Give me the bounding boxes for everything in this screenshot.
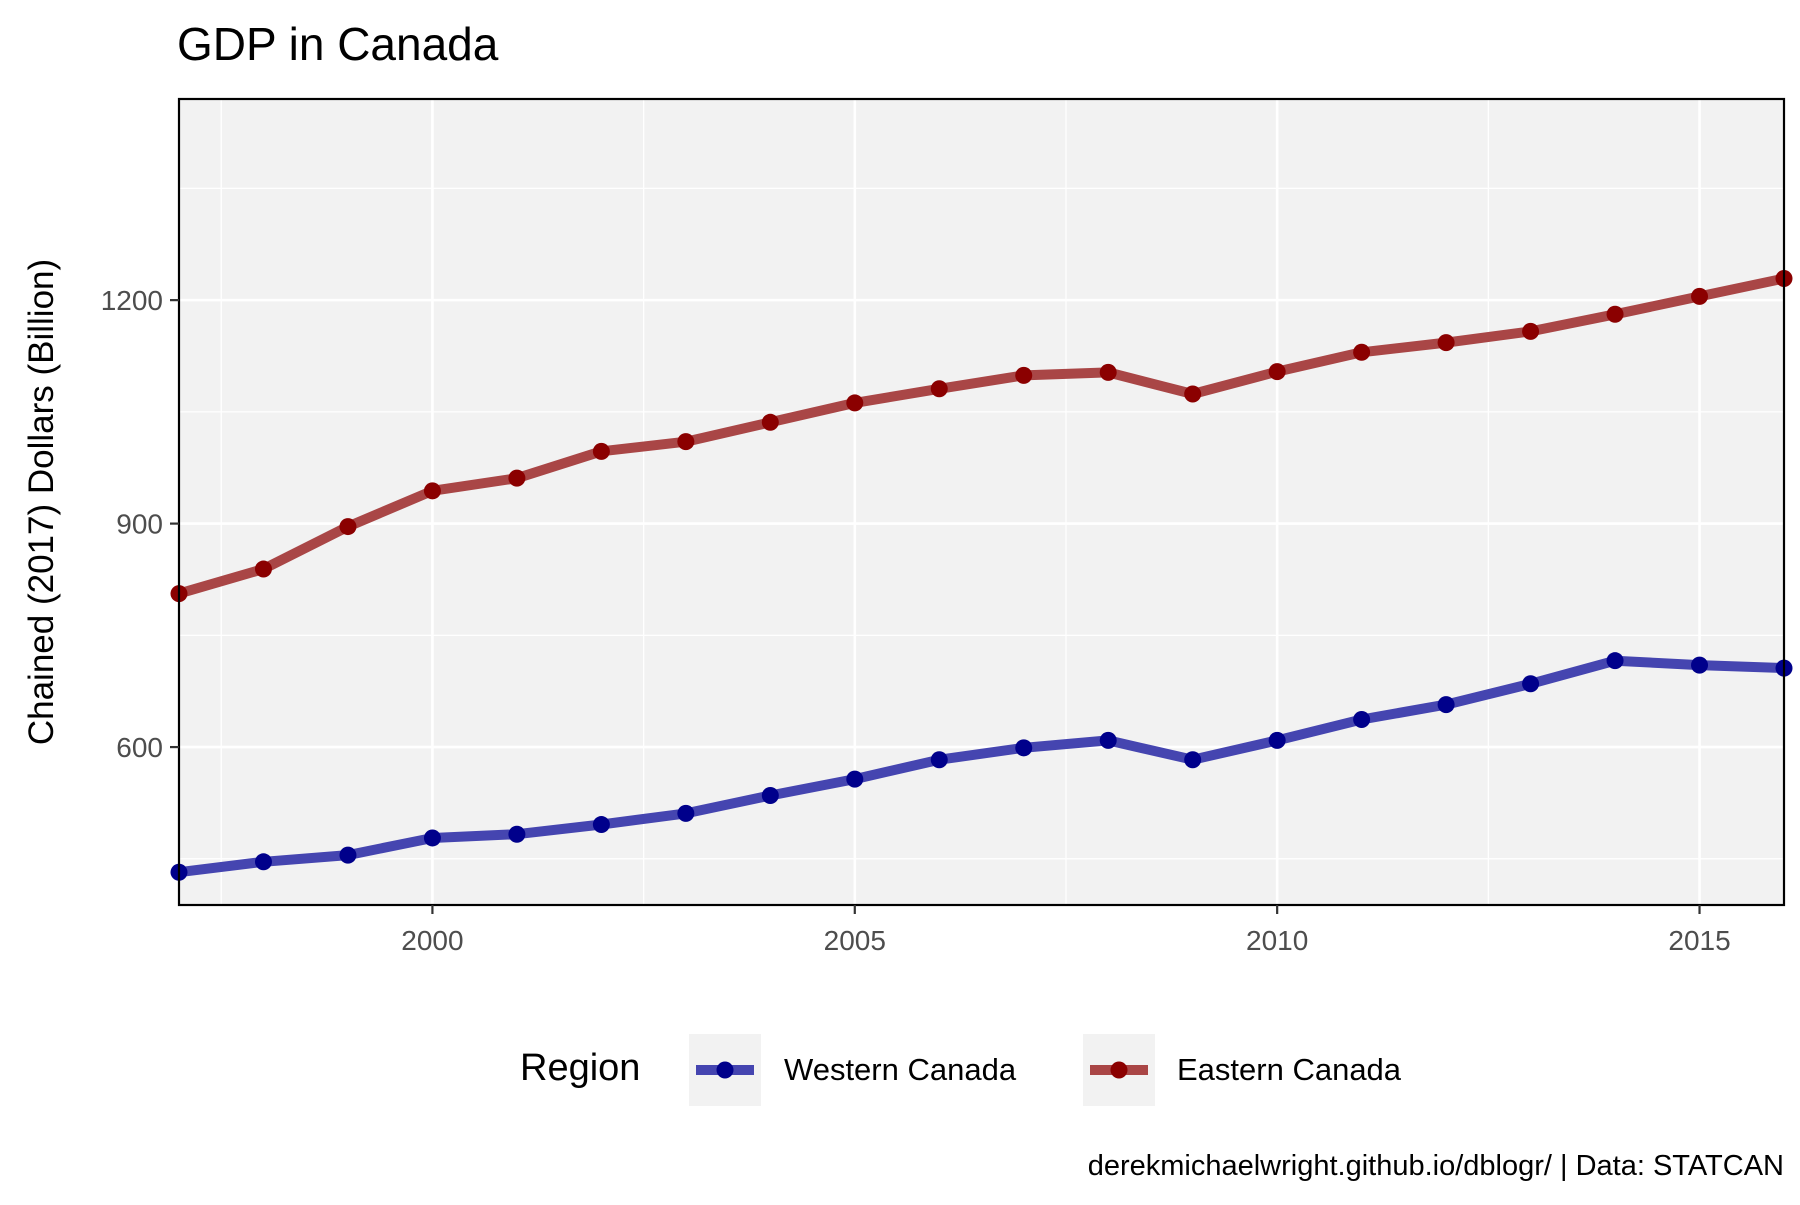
chart-caption: derekmichaelwright.github.io/dblogr/ | D… bbox=[1088, 1150, 1784, 1182]
data-point-eastern-canada bbox=[1015, 366, 1033, 384]
y-tick-label: 900 bbox=[116, 509, 163, 540]
x-axis: 2000 2005 2010 2015 bbox=[401, 905, 1731, 956]
y-axis: 600 900 1200 bbox=[101, 285, 179, 763]
data-point-western-canada bbox=[508, 825, 526, 843]
legend: Region Western Canada Eastern Canada bbox=[520, 1034, 1402, 1106]
legend-label-western-canada: Western Canada bbox=[784, 1052, 1017, 1087]
data-point-eastern-canada bbox=[1606, 305, 1624, 323]
data-point-western-canada bbox=[254, 853, 272, 871]
data-point-western-canada bbox=[1691, 656, 1709, 674]
data-point-eastern-canada bbox=[1522, 322, 1540, 340]
data-point-eastern-canada bbox=[339, 518, 357, 536]
data-point-eastern-canada bbox=[508, 469, 526, 487]
data-point-western-canada bbox=[1268, 731, 1286, 749]
data-point-western-canada bbox=[1099, 731, 1117, 749]
legend-label-eastern-canada: Eastern Canada bbox=[1177, 1052, 1402, 1087]
data-point-western-canada bbox=[761, 786, 779, 804]
y-tick-label: 1200 bbox=[101, 285, 163, 316]
data-point-eastern-canada bbox=[1691, 287, 1709, 305]
data-point-western-canada bbox=[1437, 696, 1455, 714]
data-point-western-canada bbox=[846, 770, 864, 788]
x-tick-label: 2015 bbox=[1668, 925, 1730, 956]
y-axis-label: Chained (2017) Dollars (Billion) bbox=[22, 259, 61, 745]
legend-key-point-eastern-canada bbox=[1110, 1061, 1128, 1079]
data-point-western-canada bbox=[339, 846, 357, 864]
data-point-eastern-canada bbox=[423, 482, 441, 500]
legend-title: Region bbox=[520, 1047, 640, 1089]
x-tick-label: 2010 bbox=[1246, 925, 1308, 956]
data-point-western-canada bbox=[1353, 711, 1371, 729]
data-point-eastern-canada bbox=[846, 394, 864, 412]
data-point-western-canada bbox=[1522, 675, 1540, 693]
series-line-eastern-canada bbox=[177, 273, 1786, 599]
x-tick-label: 2005 bbox=[824, 925, 886, 956]
data-point-western-canada bbox=[1606, 652, 1624, 670]
data-point-western-canada bbox=[423, 829, 441, 847]
data-point-eastern-canada bbox=[1268, 363, 1286, 381]
legend-key-point-western-canada bbox=[716, 1061, 734, 1079]
plot-panel bbox=[179, 99, 1784, 905]
data-point-eastern-canada bbox=[1353, 343, 1371, 361]
data-point-eastern-canada bbox=[254, 560, 272, 578]
chart-title: GDP in Canada bbox=[177, 18, 499, 70]
data-point-western-canada bbox=[930, 751, 948, 769]
plot-border bbox=[177, 97, 1786, 907]
series-line-western-canada bbox=[178, 655, 1785, 878]
y-tick-label: 600 bbox=[116, 732, 163, 763]
data-point-eastern-canada bbox=[761, 413, 779, 431]
data-point-western-canada bbox=[677, 804, 695, 822]
data-point-western-canada bbox=[592, 816, 610, 834]
data-point-eastern-canada bbox=[1099, 363, 1117, 381]
data-point-eastern-canada bbox=[1184, 385, 1202, 403]
data-point-eastern-canada bbox=[592, 442, 610, 460]
data-point-eastern-canada bbox=[930, 380, 948, 398]
series-layer bbox=[170, 270, 1793, 881]
data-point-western-canada bbox=[1184, 751, 1202, 769]
data-point-eastern-canada bbox=[677, 433, 695, 451]
data-point-western-canada bbox=[1015, 739, 1033, 757]
data-point-eastern-canada bbox=[1437, 334, 1455, 352]
x-tick-label: 2000 bbox=[401, 925, 463, 956]
